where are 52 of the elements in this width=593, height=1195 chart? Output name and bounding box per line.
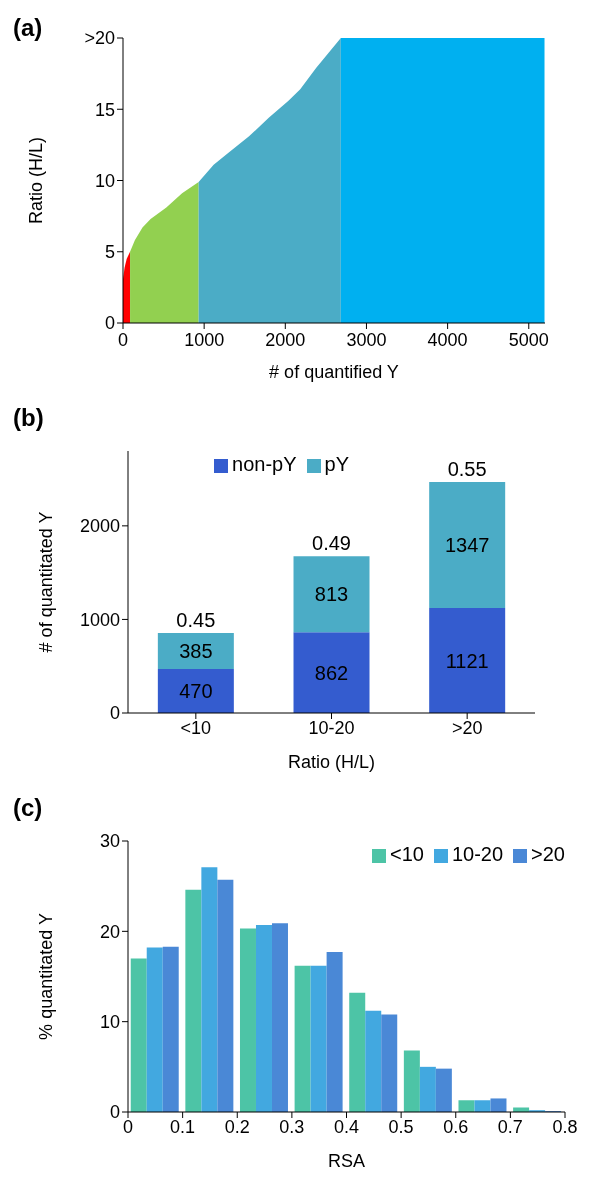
x-tick-label: >20 xyxy=(451,717,483,738)
y-tick-label: 30 xyxy=(99,831,120,852)
annotation: 0.49 xyxy=(312,532,351,555)
x-tick-label: 0.6 xyxy=(443,1116,469,1137)
chart-title: (c) xyxy=(13,794,43,822)
legend-label: pY xyxy=(324,453,349,475)
y-tick-label: 0 xyxy=(109,1102,120,1123)
legend-label: non-pY xyxy=(232,453,297,475)
y-tick-label: 10 xyxy=(94,170,115,191)
x-tick-label: 3000 xyxy=(346,329,387,350)
legend-label: 10-20 xyxy=(451,843,504,865)
x-tick-label: 0.1 xyxy=(170,1116,196,1137)
legend-label: <10 xyxy=(389,843,424,865)
y-tick-label: 10 xyxy=(99,1012,120,1033)
y-tick-label: 5 xyxy=(104,242,115,263)
y-axis-title: Ratio (H/L) xyxy=(26,136,47,225)
x-axis-title: RSA xyxy=(327,1151,366,1171)
y-axis-title: % quantitated Y xyxy=(36,913,57,1040)
x-tick-label: <10 xyxy=(180,717,212,738)
data-label: 1121 xyxy=(445,649,489,672)
y-tick-label: 0 xyxy=(109,703,120,724)
x-tick-label: 10-20 xyxy=(308,717,355,738)
x-tick-label: 4000 xyxy=(427,329,468,350)
y-axis-title: # of quantitated Y xyxy=(36,511,57,653)
y-tick-label: >20 xyxy=(84,28,115,49)
x-tick-label: 0.4 xyxy=(333,1116,360,1137)
x-tick-label: 0.7 xyxy=(497,1116,523,1137)
x-tick-label: 0.8 xyxy=(552,1116,578,1137)
data-label: 813 xyxy=(314,583,349,606)
x-axis-title: Ratio (H/L) xyxy=(287,752,376,772)
x-tick-label: 0 xyxy=(122,1116,134,1137)
y-tick-label: 20 xyxy=(99,921,120,942)
data-label: 1347 xyxy=(444,534,490,557)
y-tick-label: 0 xyxy=(104,313,115,334)
annotation: 0.55 xyxy=(447,458,487,481)
chart-title: (b) xyxy=(13,404,44,432)
chart-title: (a) xyxy=(13,14,43,42)
legend-label: >20 xyxy=(531,843,565,865)
x-tick-label: 1000 xyxy=(184,329,225,350)
x-axis-title: # of quantified Y xyxy=(269,362,399,382)
x-tick-label: 0.2 xyxy=(224,1116,250,1137)
annotation: 0.45 xyxy=(176,609,216,631)
data-label: 385 xyxy=(179,640,213,663)
y-tick-label: 2000 xyxy=(79,516,120,537)
x-tick-label: 5000 xyxy=(508,329,549,350)
x-tick-label: 2000 xyxy=(265,329,306,350)
x-tick-label: 0.5 xyxy=(388,1116,414,1137)
x-tick-label: 0.3 xyxy=(279,1116,305,1137)
y-tick-label: 1000 xyxy=(79,609,120,630)
data-label: 470 xyxy=(179,680,213,703)
y-tick-label: 15 xyxy=(94,99,115,120)
data-label: 862 xyxy=(314,661,349,684)
